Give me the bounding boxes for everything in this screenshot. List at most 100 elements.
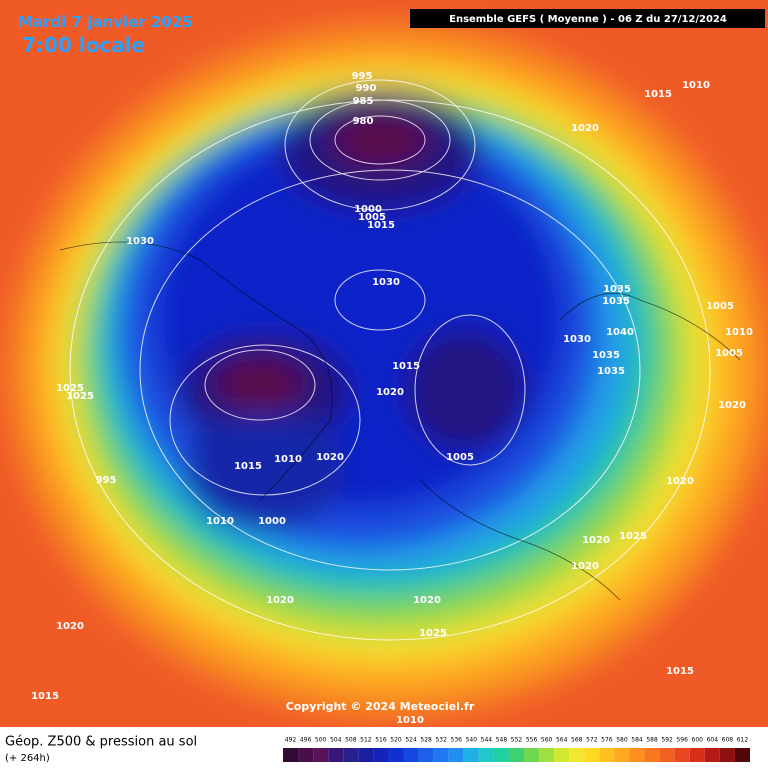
subtitle: 7:00 locale (22, 33, 145, 57)
scale-swatch (659, 748, 675, 762)
scale-swatch (674, 748, 690, 762)
scale-label: 524 (405, 737, 417, 744)
scale-swatch (373, 748, 389, 762)
isobar-label: 1035 (597, 366, 625, 377)
scale-swatch (493, 748, 509, 762)
isobar-label: 1020 (718, 400, 746, 411)
isobar-label: 1020 (266, 595, 294, 606)
scale-swatch (313, 748, 329, 762)
isobar-label: 1015 (234, 461, 262, 472)
isobar-label: 1020 (376, 387, 404, 398)
scale-label: 604 (707, 737, 719, 744)
scale-swatch (403, 748, 419, 762)
scale-label: 608 (722, 737, 734, 744)
isobar-label: 1015 (644, 89, 672, 100)
isobar-label: 1020 (316, 452, 344, 463)
header: Ensemble GEFS ( Moyenne ) - 06 Z du 27/1… (449, 14, 727, 25)
scale-label: 568 (571, 737, 583, 744)
isobar-label: 1005 (446, 452, 474, 463)
isobar-label: 1025 (66, 391, 94, 402)
scale-swatch (554, 748, 570, 762)
scale-label: 520 (390, 737, 402, 744)
scale-swatch (508, 748, 525, 762)
isobar-label: 1020 (582, 535, 610, 546)
scale-label: 572 (586, 737, 598, 744)
isobar-label: 1005 (358, 212, 386, 223)
scale-swatch (283, 748, 299, 762)
isobar-label: 1025 (619, 531, 647, 542)
scale-swatch (298, 748, 314, 762)
header-box (410, 9, 765, 28)
scale-swatch (644, 748, 660, 762)
scale-label: 532 (435, 737, 447, 744)
isobar-label: 995 (352, 71, 373, 82)
isobar-label: 1030 (126, 236, 154, 247)
isobar-label: 1030 (563, 334, 591, 345)
scale-label: 564 (556, 737, 568, 744)
scale-label: 500 (315, 737, 327, 744)
scale-swatch (358, 748, 374, 762)
isobar-label: 1020 (56, 621, 84, 632)
isobar-label: 1020 (571, 123, 599, 134)
scale-swatch (478, 748, 494, 762)
scale-swatch (388, 748, 404, 762)
scale-label: 528 (420, 737, 432, 744)
isobar-label: 1040 (606, 327, 634, 338)
scale-label: 560 (541, 737, 553, 744)
isobar-label: 995 (96, 475, 117, 486)
isobar-label: 1015 (367, 220, 395, 231)
scale-label: 536 (451, 737, 463, 744)
isobar-label: 990 (356, 83, 377, 94)
scale-swatch (629, 748, 645, 762)
scale-swatch (719, 748, 735, 762)
isobar-label: 1010 (725, 327, 753, 338)
isobar-label: 1020 (571, 561, 599, 572)
coastlines (59, 241, 741, 601)
scale-label: 556 (526, 737, 538, 744)
title: Mardi 7 janvier 2025 (18, 13, 193, 31)
scale-swatch (689, 748, 705, 762)
isobar-label: 1025 (419, 628, 447, 639)
scale-label: 576 (601, 737, 613, 744)
isobar-label: 1015 (666, 666, 694, 677)
scale-label: 512 (360, 737, 372, 744)
scale-swatch (448, 748, 464, 762)
isobar-label: 985 (353, 96, 374, 107)
scale-swatch (418, 748, 434, 762)
isobar-label: 1010 (396, 715, 424, 726)
isobar-label: 1010 (206, 516, 234, 527)
scale-label: 584 (631, 737, 643, 744)
isobar-label: 1035 (603, 284, 631, 295)
scale-label: 544 (481, 737, 493, 744)
scale-label: 612 (737, 737, 749, 744)
isobar-label: 1000 (258, 516, 286, 527)
isobar-label: 1015 (31, 691, 59, 702)
scale-swatch (433, 748, 449, 762)
scale-label: 552 (511, 737, 523, 744)
scale-label: 516 (375, 737, 387, 744)
scale-swatch (343, 748, 359, 762)
isobar-label: 1015 (392, 361, 420, 372)
scale-label: 592 (661, 737, 673, 744)
isobar-label: 1010 (682, 80, 710, 91)
scale-swatch (539, 748, 555, 762)
scale-swatch (614, 748, 630, 762)
isobar-label: 1025 (56, 383, 84, 394)
scale-swatch (704, 748, 720, 762)
scale-label: 504 (330, 737, 342, 744)
scale-swatch (599, 748, 615, 762)
scale-label: 492 (285, 737, 297, 744)
isobar-label: 980 (353, 116, 374, 127)
isobar-label: 1030 (372, 277, 400, 288)
scale-swatch (463, 748, 479, 762)
isobar-label: 1005 (715, 348, 743, 359)
scale-label: 596 (676, 737, 688, 744)
isobar-label: 1000 (354, 204, 382, 215)
scale-label: 580 (616, 737, 628, 744)
scale-label: 540 (466, 737, 478, 744)
isobar-label: 1010 (274, 454, 302, 465)
isobar-label: 1005 (706, 301, 734, 312)
footer-label: Géop. Z500 & pression au sol (5, 735, 197, 750)
